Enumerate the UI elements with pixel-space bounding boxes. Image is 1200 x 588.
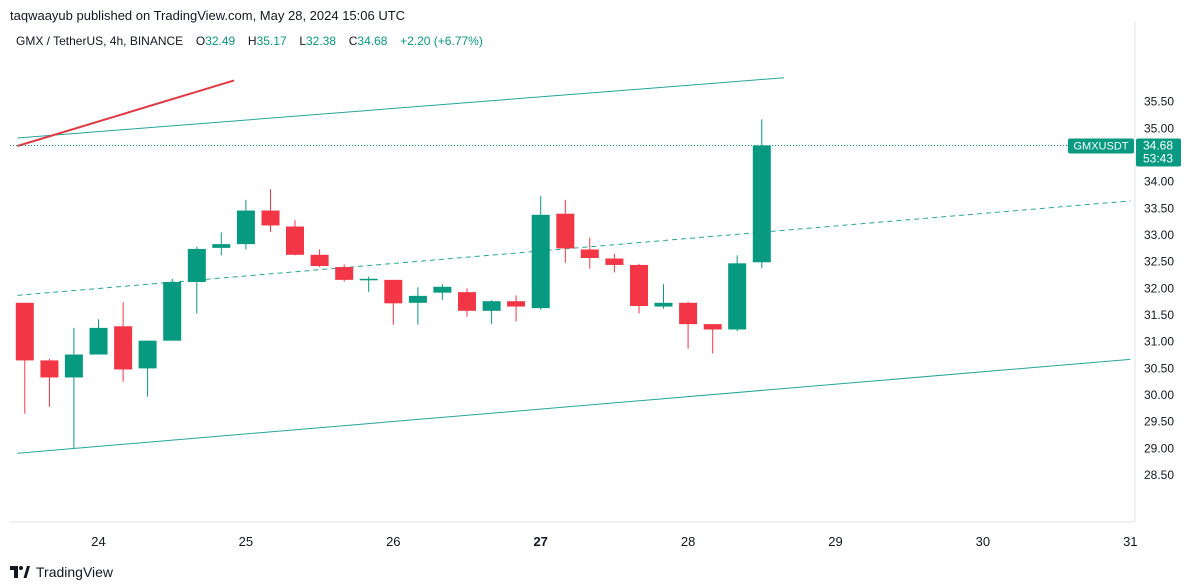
x-tick-label: 24 xyxy=(91,534,105,549)
candle-body-down xyxy=(630,264,649,306)
x-tick-label: 25 xyxy=(239,534,253,549)
candle-body-up xyxy=(89,327,108,355)
candle-body-up xyxy=(752,145,771,263)
change-value: +2.20 (+6.77%) xyxy=(400,34,483,48)
low-label: L xyxy=(299,34,306,48)
price-tag-countdown: 53:43 xyxy=(1143,151,1173,165)
candle-body-down xyxy=(580,249,599,258)
symbol-legend: GMX / TetherUS, 4h, BINANCE O32.49 H35.1… xyxy=(16,34,483,48)
y-tick-label: 35.50 xyxy=(1144,95,1174,109)
candle-body-down xyxy=(335,267,354,280)
x-tick-label: 27 xyxy=(533,534,547,549)
close-label: C xyxy=(348,34,358,48)
open-value: 32.49 xyxy=(205,34,236,48)
channel-upper-line[interactable] xyxy=(17,77,784,139)
candle-body-down xyxy=(384,279,403,304)
candle-body-up xyxy=(482,301,501,311)
symbol-title: GMX / TetherUS, 4h, BINANCE xyxy=(16,34,184,48)
footer-brand-text: TradingView xyxy=(36,564,114,580)
y-tick-label: 28.50 xyxy=(1144,468,1174,482)
candle-body-up xyxy=(138,340,157,369)
open-label: O xyxy=(195,34,206,48)
candle-body-down xyxy=(458,292,476,311)
y-tick-label: 30.00 xyxy=(1144,388,1174,402)
drawings-layer xyxy=(17,77,1131,454)
candle-body-up xyxy=(163,282,182,341)
footer-brand: TradingView xyxy=(10,564,113,580)
candle-body-down xyxy=(556,213,575,249)
candle-body-down xyxy=(261,210,280,226)
low-value: 32.38 xyxy=(306,34,337,48)
candle-body-down xyxy=(703,324,722,330)
symbol-tag-label: GMXUSDT xyxy=(1074,140,1129,152)
y-tick-label: 31.50 xyxy=(1144,308,1174,322)
candle-body-up xyxy=(408,295,427,303)
y-tick-label: 29.00 xyxy=(1144,441,1174,455)
published-line: taqwaayub published on TradingView.com, … xyxy=(10,8,406,23)
y-tick-label: 34.00 xyxy=(1144,175,1174,189)
x-tick-label: 31 xyxy=(1123,534,1137,549)
channel-lower-line[interactable] xyxy=(17,358,1131,454)
candle-body-down xyxy=(507,301,526,307)
candle-body-down xyxy=(114,326,133,370)
x-tick-label: 30 xyxy=(976,534,990,549)
candle-body-up xyxy=(359,278,378,281)
price-tag-value: 34.68 xyxy=(1143,138,1173,152)
candle-body-up xyxy=(187,248,206,282)
candle-body-up xyxy=(433,286,452,293)
high-value: 35.17 xyxy=(256,34,287,48)
candle-body-up xyxy=(236,210,255,245)
candle-body-up xyxy=(212,244,231,248)
y-tick-label: 30.50 xyxy=(1144,361,1174,375)
y-tick-label: 33.50 xyxy=(1144,201,1174,215)
candle-body-up xyxy=(728,263,747,330)
candle-body-up xyxy=(654,302,673,307)
trendline-line[interactable] xyxy=(17,79,235,147)
candle-body-down xyxy=(285,226,304,255)
close-value: 34.68 xyxy=(357,34,388,48)
candle-body-down xyxy=(605,258,624,265)
candle-body-down xyxy=(679,302,698,325)
x-tick-label: 26 xyxy=(386,534,400,549)
y-tick-label: 32.50 xyxy=(1144,255,1174,269)
y-tick-label: 33.00 xyxy=(1144,228,1174,242)
tradingview-logo-icon xyxy=(10,566,30,578)
candle-body-up xyxy=(64,354,83,378)
symbol-tag xyxy=(1068,138,1134,154)
candle-body-up xyxy=(531,214,550,309)
x-tick-label: 28 xyxy=(681,534,695,549)
y-tick-label: 32.00 xyxy=(1144,281,1174,295)
x-tick-label: 29 xyxy=(828,534,842,549)
y-tick-label: 35.00 xyxy=(1144,121,1174,135)
y-tick-label: 29.50 xyxy=(1144,415,1174,429)
price-tag xyxy=(1136,138,1181,167)
high-label: H xyxy=(247,34,257,48)
candle-body-down xyxy=(40,360,59,378)
candle-body-down xyxy=(310,254,329,266)
y-tick-label: 31.00 xyxy=(1144,335,1174,349)
candle-body-down xyxy=(15,302,34,361)
